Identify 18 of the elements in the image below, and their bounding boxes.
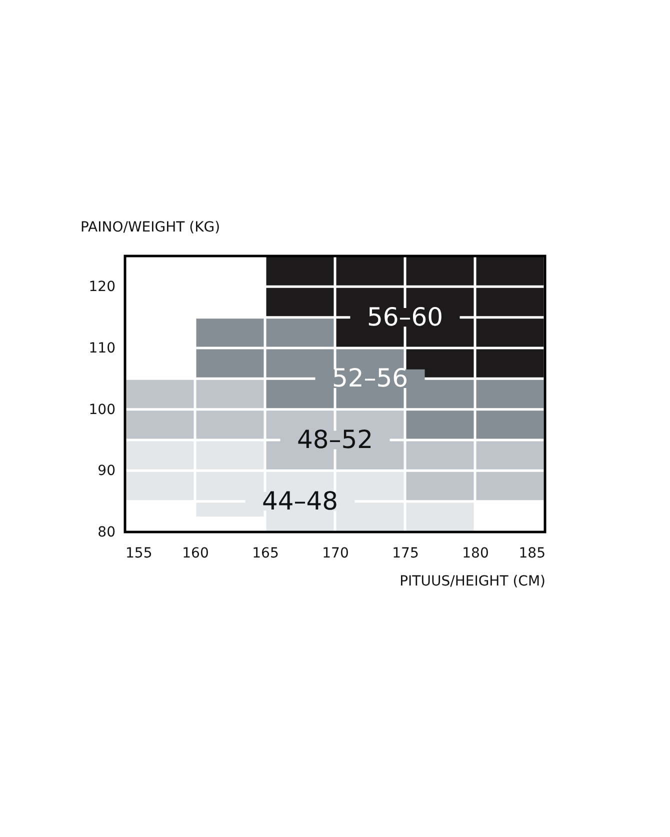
x-tick-label: 185	[518, 546, 546, 562]
y-tick-label: 120	[88, 279, 116, 296]
x-tick-label: 160	[182, 546, 209, 562]
x-tick-label: 175	[392, 546, 419, 562]
series-label: 52–56	[332, 364, 408, 393]
series-label: 44–48	[262, 486, 338, 516]
x-tick-label: 165	[252, 546, 279, 562]
y-axis-title: PAINO/WEIGHT (KG)	[80, 220, 220, 236]
y-tick-label: 100	[88, 402, 116, 418]
series-label: 48–52	[296, 425, 374, 454]
x-axis-title: PITUUS/HEIGHT (CM)	[400, 574, 546, 590]
x-tick-label: 180	[462, 546, 489, 562]
y-tick-label: 110	[88, 340, 116, 356]
x-tick-label: 170	[322, 546, 349, 562]
series-label: 56–60	[366, 302, 444, 332]
x-tick-label: 155	[126, 546, 152, 562]
y-tick-label: 80	[98, 524, 116, 540]
y-tick-label: 90	[98, 463, 116, 480]
